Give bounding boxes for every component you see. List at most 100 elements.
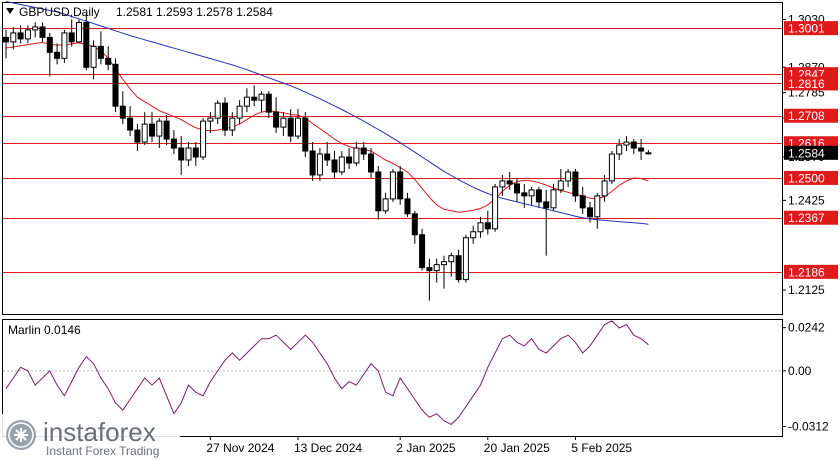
candle-body-bull bbox=[90, 45, 97, 68]
candle bbox=[346, 148, 353, 169]
current-price-label-text: 1.2584 bbox=[788, 146, 825, 160]
level-label-1.2708-text: 1.2708 bbox=[788, 109, 825, 123]
candle-body-bear bbox=[368, 153, 374, 173]
candle bbox=[119, 91, 126, 125]
candle-body-bear bbox=[484, 222, 491, 230]
ohlc-values: 1.2581 1.2593 1.2578 1.2584 bbox=[116, 5, 273, 19]
candle-body-bull bbox=[528, 189, 535, 197]
candle-body-bull bbox=[243, 96, 250, 107]
candle-body-bear bbox=[514, 183, 520, 194]
candle bbox=[192, 142, 199, 166]
candle bbox=[368, 148, 374, 178]
candle bbox=[448, 252, 455, 277]
candle bbox=[572, 168, 579, 202]
candle bbox=[222, 97, 228, 137]
candle bbox=[163, 115, 170, 146]
candle-body-bear bbox=[360, 147, 367, 155]
level-label-1.2500-text: 1.2500 bbox=[788, 171, 825, 185]
osc-tick-label: 0.00 bbox=[788, 364, 812, 378]
candle-body-bear bbox=[127, 117, 134, 131]
candle bbox=[324, 142, 331, 166]
candle bbox=[375, 165, 382, 220]
candle bbox=[214, 100, 221, 125]
candle bbox=[185, 142, 192, 166]
candle bbox=[579, 186, 586, 214]
candle-body-bear bbox=[265, 93, 272, 113]
brand-name: instaforex bbox=[43, 417, 156, 447]
price-tick-label: 1.2425 bbox=[788, 193, 825, 207]
candle bbox=[141, 112, 148, 146]
candle bbox=[178, 136, 185, 175]
current-price-label-bg bbox=[784, 145, 838, 160]
candle-body-bear bbox=[426, 267, 433, 272]
osc-tick-label: -0.0312 bbox=[788, 420, 829, 434]
candle bbox=[134, 124, 141, 152]
candle bbox=[557, 168, 564, 193]
candle bbox=[353, 142, 360, 166]
candle bbox=[630, 139, 637, 155]
candle-body-bear bbox=[419, 234, 426, 269]
candle bbox=[243, 88, 250, 113]
candle bbox=[411, 210, 418, 244]
candle bbox=[302, 112, 309, 158]
candle-body-bull bbox=[594, 195, 601, 218]
candle bbox=[229, 112, 236, 137]
time-tick-label: 20 Jan 2025 bbox=[484, 441, 550, 455]
candle bbox=[200, 118, 207, 160]
candle-body-bear bbox=[83, 21, 90, 68]
candle bbox=[149, 112, 155, 143]
candle-body-bear bbox=[411, 213, 418, 236]
candle-body-bull bbox=[156, 120, 163, 137]
candle-body-bull bbox=[32, 26, 39, 31]
candle bbox=[477, 216, 484, 238]
level-label-1.2186-bg bbox=[784, 264, 838, 279]
slow-moving-average bbox=[5, 1, 649, 225]
menu-triangle-icon[interactable] bbox=[6, 8, 14, 14]
candle bbox=[76, 19, 82, 44]
candle-body-bull bbox=[207, 117, 214, 122]
candle bbox=[645, 150, 652, 155]
candle-body-bear bbox=[178, 147, 185, 161]
main-plot-frame bbox=[2, 2, 783, 315]
oscillator-line bbox=[3, 320, 782, 426]
level-labels: 1.30011.28471.28161.27081.26161.25001.23… bbox=[784, 21, 838, 279]
candle bbox=[273, 97, 280, 134]
candle bbox=[68, 19, 75, 47]
candle bbox=[170, 130, 177, 155]
level-label-1.2367-bg bbox=[784, 210, 838, 225]
candle bbox=[470, 225, 477, 244]
candle-body-bear bbox=[222, 102, 228, 131]
candle-body-bear bbox=[46, 36, 53, 53]
candle-body-bear bbox=[572, 171, 579, 197]
candle-body-bear bbox=[543, 201, 550, 209]
candle-body-bear bbox=[68, 32, 75, 43]
candle-body-bear bbox=[579, 195, 586, 209]
candle-body-bull bbox=[623, 141, 630, 146]
candle bbox=[112, 58, 119, 113]
candle bbox=[433, 258, 440, 283]
candle-body-bear bbox=[404, 198, 411, 215]
time-tick-label: 13 Dec 2024 bbox=[294, 441, 362, 455]
candle bbox=[295, 109, 301, 140]
candle-body-bear bbox=[170, 138, 177, 149]
candle bbox=[535, 186, 542, 208]
candle bbox=[638, 139, 645, 160]
candle-body-bear bbox=[375, 171, 382, 212]
candle-body-bull bbox=[608, 153, 615, 182]
candle bbox=[419, 228, 426, 271]
candle bbox=[287, 109, 294, 143]
candle-body-bull bbox=[492, 186, 499, 230]
candle bbox=[608, 151, 615, 184]
candle-body-bull bbox=[448, 255, 455, 263]
candle-body-bull bbox=[470, 231, 477, 239]
candle bbox=[462, 234, 469, 283]
time-tick-label: 2 Jan 2025 bbox=[396, 441, 456, 455]
candle-body-bull bbox=[462, 237, 469, 281]
candle bbox=[521, 183, 528, 208]
instaforex-logo: instaforex Instant Forex Trading bbox=[0, 414, 180, 459]
candle bbox=[484, 210, 491, 235]
candle-body-bear bbox=[506, 180, 513, 185]
candle-body-bear bbox=[535, 189, 542, 203]
candle-body-bull bbox=[185, 147, 192, 161]
